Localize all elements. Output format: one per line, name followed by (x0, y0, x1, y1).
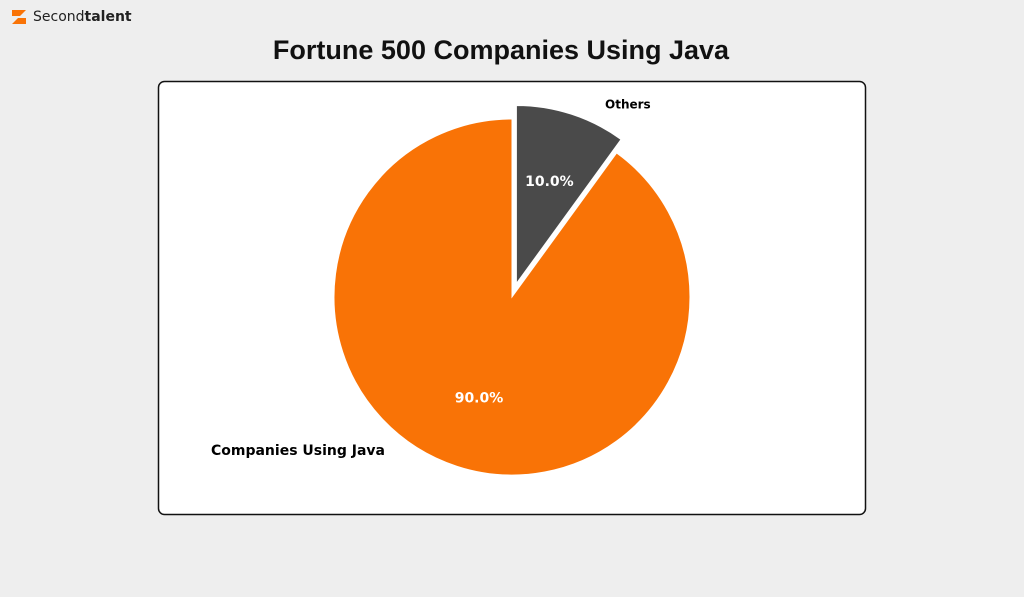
chart-title: Fortune 500 Companies Using Java (273, 35, 730, 65)
brand-second: talent (85, 9, 132, 25)
logo: Secondtalent (12, 9, 132, 25)
category-label: Companies Using Java (211, 443, 385, 459)
brand-first: Second (33, 9, 85, 25)
pie-slice (333, 118, 691, 476)
value-label: 10.0% (525, 174, 574, 190)
category-label: Others (605, 98, 651, 112)
logo-icon (12, 10, 26, 24)
value-label: 90.0% (455, 391, 504, 407)
brand-name: Secondtalent (33, 9, 132, 25)
pie-slice (515, 104, 622, 285)
